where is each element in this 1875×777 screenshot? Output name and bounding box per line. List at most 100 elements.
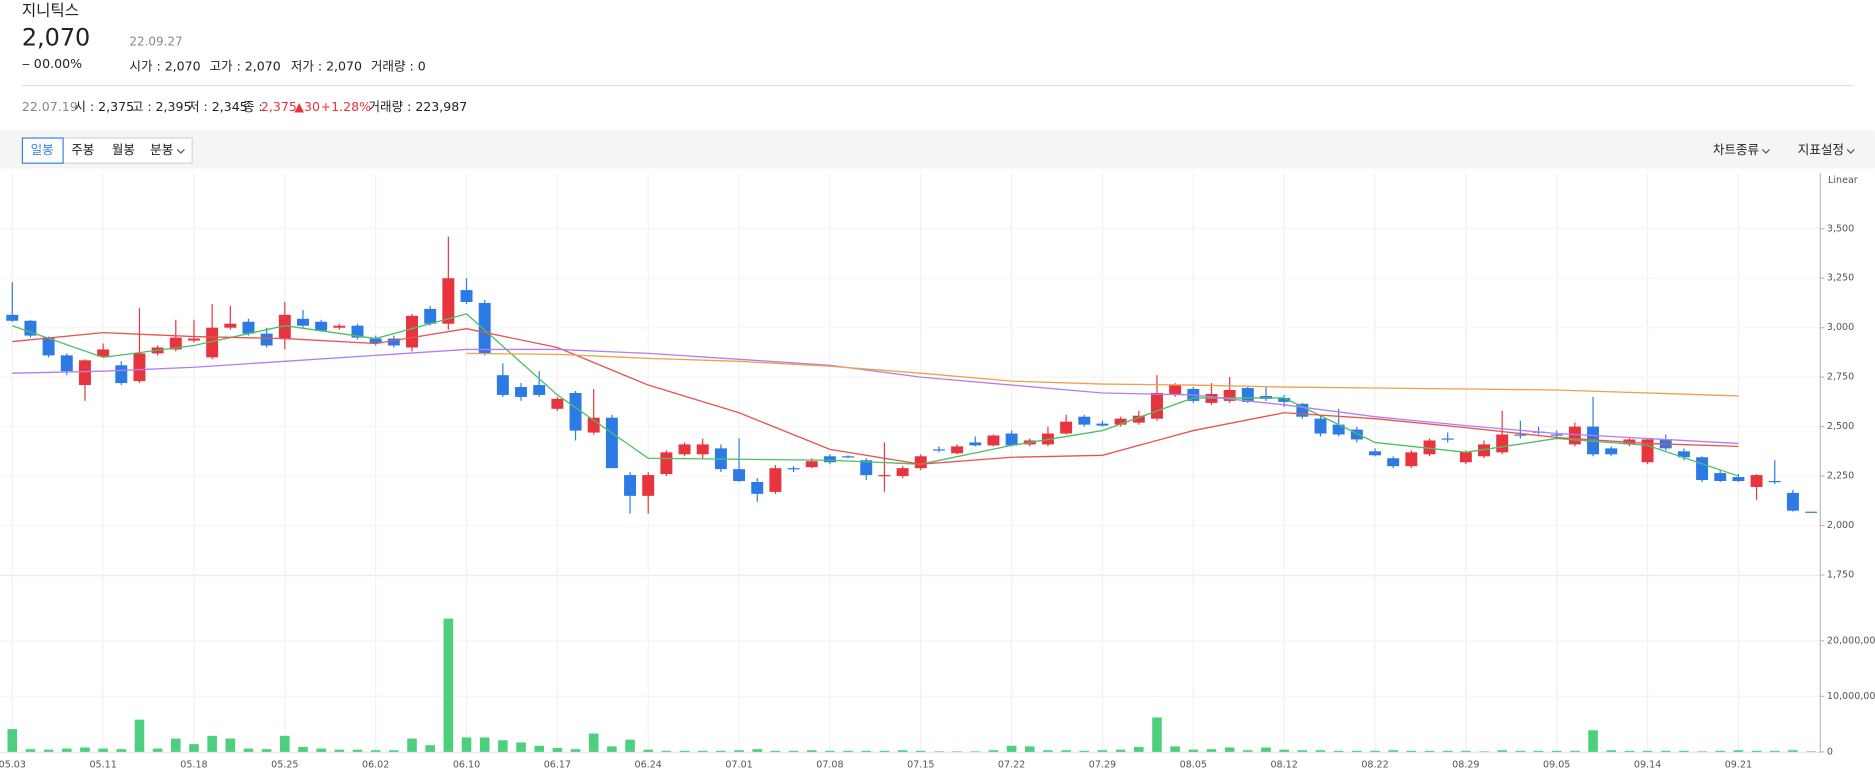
candle-body xyxy=(1423,440,1436,455)
candle-body xyxy=(1150,392,1163,419)
candle-body xyxy=(896,468,909,477)
candle-body xyxy=(533,385,546,395)
candle-body xyxy=(406,315,418,348)
candle-body xyxy=(1314,418,1327,434)
info-stat: 저 : 2,345 xyxy=(188,99,248,114)
volume-bar xyxy=(552,748,563,752)
volume-bar xyxy=(1442,750,1453,752)
moving-average-line xyxy=(12,328,1739,465)
period-button[interactable]: 일봉 xyxy=(31,142,54,157)
candle-body xyxy=(387,338,400,346)
volume-bar xyxy=(1461,750,1471,752)
volume-bar xyxy=(1479,751,1489,752)
menu-button[interactable]: 지표설정 xyxy=(1798,142,1844,157)
volume-bar xyxy=(934,751,944,752)
x-tick-label: 05.25 xyxy=(271,760,298,771)
candle-body xyxy=(951,446,964,454)
volume-bar xyxy=(861,750,872,752)
candle-body xyxy=(605,417,618,469)
candle-body xyxy=(1296,403,1309,417)
volume-bar xyxy=(62,748,72,752)
volume-bar xyxy=(1152,717,1162,752)
volume-bar xyxy=(588,733,599,752)
volume-bar xyxy=(1679,750,1689,752)
candle-body xyxy=(1478,444,1491,457)
volume-bar xyxy=(1642,750,1653,752)
candle-body xyxy=(660,452,673,475)
y-tick-label: 0 xyxy=(1827,746,1833,757)
y-tick-label: 2,500 xyxy=(1827,421,1854,432)
candle-body xyxy=(278,314,291,339)
x-tick-label: 09.05 xyxy=(1543,760,1570,771)
candle-body xyxy=(133,353,146,382)
candle-body xyxy=(1459,452,1472,463)
volume-bar xyxy=(1079,750,1090,752)
candle-body xyxy=(805,461,818,468)
volume-bar xyxy=(98,748,108,752)
candle-body xyxy=(642,475,655,496)
volume-bar xyxy=(716,750,726,752)
volume-bar xyxy=(352,749,363,752)
period-button[interactable]: 분봉 xyxy=(150,142,173,157)
volume-bar xyxy=(1170,746,1180,752)
candle-body xyxy=(496,375,509,395)
volume-bar xyxy=(1115,749,1126,752)
volume-bar xyxy=(461,737,472,752)
volume-bar xyxy=(843,750,853,752)
candle-body xyxy=(78,360,91,386)
volume-bar xyxy=(1624,750,1635,752)
candle-body xyxy=(914,456,927,469)
candle-body xyxy=(315,321,328,331)
x-tick-label: 07.01 xyxy=(725,760,752,771)
candle-body xyxy=(1768,481,1781,483)
candle-body xyxy=(369,338,382,344)
volume-bar xyxy=(407,738,417,752)
candle-body xyxy=(242,321,255,334)
x-tick-label: 09.14 xyxy=(1634,760,1661,771)
candle-body xyxy=(1750,475,1763,487)
volume-bar xyxy=(1315,750,1326,752)
volume-bar xyxy=(25,749,36,752)
x-tick-label: 07.29 xyxy=(1089,760,1116,771)
candle-body xyxy=(1514,434,1527,436)
menu-button[interactable]: 차트종류 xyxy=(1713,142,1759,157)
info-stat: 시 : 2,375 xyxy=(74,99,134,114)
candle-body xyxy=(1805,511,1818,513)
candle-body xyxy=(442,278,455,324)
volume-bar xyxy=(334,749,345,752)
volume-bar xyxy=(1424,750,1435,752)
info-date: 22.07.19 xyxy=(22,99,78,114)
stock-price: 2,070 xyxy=(22,23,90,51)
x-tick-label: 06.02 xyxy=(362,760,389,771)
x-tick-label: 07.08 xyxy=(816,760,843,771)
volume-bar xyxy=(1497,750,1507,752)
labels: 05.03 05.11 05.18 05.25 06.02 06.10 06.17 06.24… xyxy=(0,223,1875,770)
stat: 시가 : 2,070 xyxy=(129,58,200,73)
volume-bar xyxy=(1243,750,1253,752)
y-tick-label: 10,000,000 xyxy=(1827,691,1875,702)
period-button[interactable]: 월봉 xyxy=(112,142,135,157)
volume-bar xyxy=(1061,750,1071,752)
chevron xyxy=(176,149,185,154)
x-tick-label: 05.03 xyxy=(0,760,26,771)
candle-body xyxy=(1223,390,1236,401)
volume-bar xyxy=(752,749,763,752)
toolbar xyxy=(0,130,1875,169)
candle-body xyxy=(333,325,346,328)
candle-body xyxy=(1568,426,1581,445)
x-tick-label: 08.22 xyxy=(1361,760,1388,771)
period-button[interactable]: 주봉 xyxy=(71,142,94,157)
volume-bar xyxy=(1043,750,1053,752)
candle-body xyxy=(733,469,746,482)
volume-bar xyxy=(1188,749,1199,752)
candle-body xyxy=(1241,388,1254,402)
info-stat: 고 : 2,395 xyxy=(132,99,192,114)
volume-bar xyxy=(1715,750,1726,752)
info-close: 2,375 xyxy=(261,99,297,114)
marks xyxy=(6,236,1818,752)
volume-bar xyxy=(498,740,508,752)
candle-body xyxy=(1605,448,1618,455)
volume-bar xyxy=(734,750,744,752)
volume-bar xyxy=(152,748,163,752)
